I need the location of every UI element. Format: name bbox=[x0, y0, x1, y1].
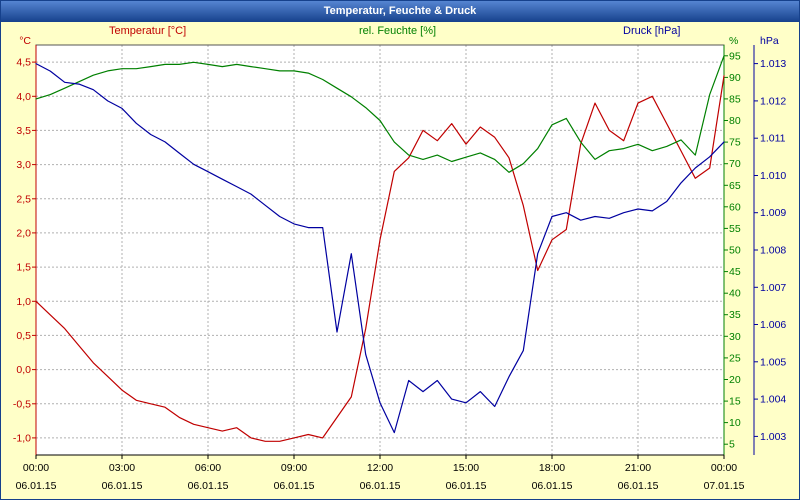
legend-pressure: Druck [hPa] bbox=[623, 25, 681, 37]
humidity-tick-label: 35 bbox=[729, 309, 741, 321]
pressure-tick-label: 1.005 bbox=[760, 356, 786, 368]
humidity-tick-label: 25 bbox=[729, 352, 741, 364]
time-tick-label: 15:00 bbox=[453, 462, 479, 474]
humidity-tick-label: 75 bbox=[729, 137, 741, 149]
pressure-tick-label: 1.010 bbox=[760, 170, 786, 182]
humidity-tick-label: 60 bbox=[729, 201, 741, 213]
legend-humidity: rel. Feuchte [%] bbox=[359, 25, 437, 37]
date-tick-label: 06.01.15 bbox=[102, 480, 143, 492]
humidity-tick-label: 10 bbox=[729, 417, 741, 429]
pressure-tick-label: 1.011 bbox=[760, 133, 786, 145]
legend-temperature: Temperatur [°C] bbox=[109, 25, 187, 37]
date-tick-label: 06.01.15 bbox=[532, 480, 573, 492]
temperature-tick-label: 2,0 bbox=[16, 227, 31, 239]
humidity-unit-label: % bbox=[729, 35, 738, 47]
temperature-line bbox=[35, 75, 725, 442]
temperature-tick-label: 2,5 bbox=[16, 193, 31, 205]
humidity-tick-label: 55 bbox=[729, 223, 741, 235]
humidity-tick-label: 20 bbox=[729, 374, 741, 386]
humidity-tick-label: 70 bbox=[729, 158, 741, 170]
humidity-tick-label: 30 bbox=[729, 331, 741, 343]
humidity-line bbox=[35, 55, 725, 173]
humidity-tick-label: 5 bbox=[729, 439, 735, 451]
pressure-line bbox=[35, 62, 725, 434]
pressure-tick-label: 1.007 bbox=[760, 282, 786, 294]
date-tick-label: 06.01.15 bbox=[446, 480, 487, 492]
time-tick-label: 00:00 bbox=[23, 462, 49, 474]
time-tick-label: 06:00 bbox=[195, 462, 221, 474]
humidity-tick-label: 15 bbox=[729, 396, 741, 408]
temperature-tick-label: 4,5 bbox=[16, 57, 31, 69]
humidity-tick-label: 40 bbox=[729, 288, 741, 300]
temperature-tick-label: 0,0 bbox=[16, 364, 31, 376]
time-tick-label: 09:00 bbox=[281, 462, 307, 474]
chart-canvas: 4,5 4,0 3,5 3,0 2,5 2,0 1,5 1,0 0,5 0,0 -0,5 -1,0 °C… bbox=[13, 35, 787, 492]
humidity-tick-label: 80 bbox=[729, 115, 741, 127]
humidity-tick-label: 90 bbox=[729, 72, 741, 84]
pressure-unit-label: hPa bbox=[760, 35, 779, 47]
temperature-tick-label: 3,5 bbox=[16, 125, 31, 137]
time-tick-label: 21:00 bbox=[625, 462, 651, 474]
date-tick-label: 06.01.15 bbox=[188, 480, 229, 492]
pressure-tick-label: 1.009 bbox=[760, 207, 786, 219]
date-tick-label: 06.01.15 bbox=[274, 480, 315, 492]
time-tick-label: 00:00 bbox=[711, 462, 737, 474]
pressure-tick-label: 1.013 bbox=[760, 58, 786, 70]
humidity-tick-label: 50 bbox=[729, 245, 741, 257]
pressure-tick-label: 1.008 bbox=[760, 245, 786, 257]
humidity-tick-label: 65 bbox=[729, 180, 741, 192]
temperature-tick-label: -1,0 bbox=[13, 432, 31, 444]
temperature-tick-label: 3,0 bbox=[16, 159, 31, 171]
chart-area: Temperatur [°C] rel. Feuchte [%] Druck [… bbox=[1, 22, 799, 499]
time-tick-label: 03:00 bbox=[109, 462, 135, 474]
temperature-tick-label: 4,0 bbox=[16, 91, 31, 103]
humidity-tick-label: 45 bbox=[729, 266, 741, 278]
date-tick-label: 06.01.15 bbox=[360, 480, 401, 492]
date-tick-label: 06.01.15 bbox=[16, 480, 57, 492]
humidity-tick-label: 95 bbox=[729, 50, 741, 62]
pressure-tick-label: 1.004 bbox=[760, 394, 786, 406]
temperature-unit-label: °C bbox=[19, 35, 31, 47]
window-title: Temperatur, Feuchte & Druck bbox=[323, 5, 477, 17]
humidity-tick-label: 85 bbox=[729, 93, 741, 105]
date-tick-label: 06.01.15 bbox=[618, 480, 659, 492]
temperature-tick-label: 1,5 bbox=[16, 262, 31, 274]
title-bar: Temperatur, Feuchte & Druck bbox=[1, 1, 799, 22]
temperature-tick-label: -0,5 bbox=[13, 398, 31, 410]
temperature-tick-label: 0,5 bbox=[16, 330, 31, 342]
time-tick-label: 12:00 bbox=[367, 462, 393, 474]
pressure-tick-label: 1.006 bbox=[760, 319, 786, 331]
pressure-tick-label: 1.012 bbox=[760, 95, 786, 107]
pressure-tick-label: 1.003 bbox=[760, 431, 786, 443]
date-tick-label: 07.01.15 bbox=[704, 480, 745, 492]
time-tick-label: 18:00 bbox=[539, 462, 565, 474]
temperature-tick-label: 1,0 bbox=[16, 296, 31, 308]
